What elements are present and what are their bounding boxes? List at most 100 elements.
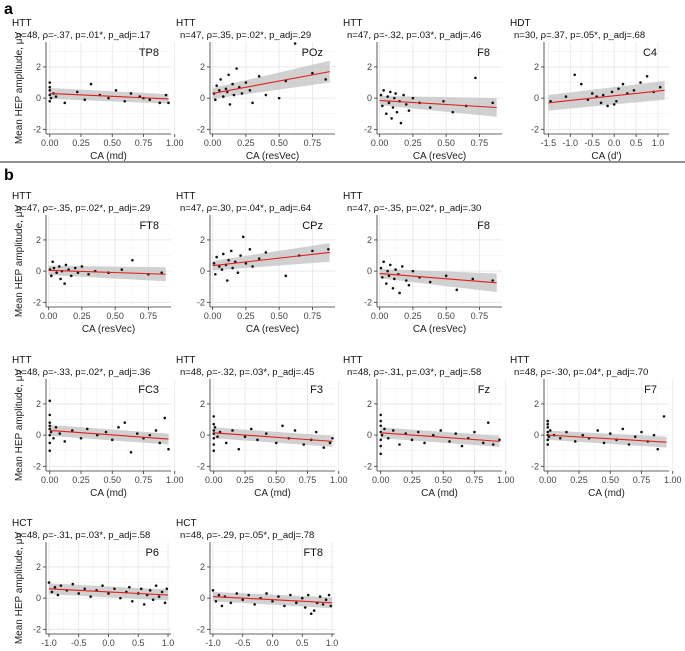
x-axis-label: CA (resVec) — [82, 324, 135, 335]
data-point — [251, 101, 254, 105]
x-tick-label: 0.0 — [608, 138, 621, 148]
regression-line — [212, 596, 333, 604]
data-point — [257, 257, 261, 260]
data-point — [590, 92, 594, 95]
data-point — [85, 427, 89, 431]
data-point — [244, 81, 248, 84]
y-axis-label: Mean HEP amplitude, μV — [14, 369, 25, 482]
data-point — [69, 274, 73, 278]
data-point — [249, 427, 253, 431]
channel-label: POz — [302, 47, 323, 59]
stats-label: n=47, ρ=.30, p=.04*, p_adj=.64 — [180, 203, 311, 214]
x-tick-label: -1.0 — [205, 638, 221, 648]
plot-area — [46, 215, 171, 307]
stats-label: n=48, ρ=-.29, p=.05*, p_adj=.78 — [180, 530, 314, 541]
data-point — [546, 438, 550, 442]
data-point — [402, 93, 405, 97]
y-tick-label: 0 — [200, 93, 205, 103]
x-tick-label: 1.00 — [497, 475, 515, 485]
data-point — [77, 592, 81, 595]
stats-label: n=30, ρ=.37, p=.05*, p_adj=.68 — [514, 30, 645, 41]
data-point — [101, 584, 104, 587]
x-tick-label: 0.00 — [372, 475, 390, 485]
x-tick-label: 0.5 — [630, 138, 643, 148]
data-point — [148, 433, 152, 437]
y-tick-label: 2 — [36, 235, 41, 245]
data-point — [264, 93, 268, 97]
data-point — [602, 441, 606, 445]
data-point — [645, 75, 649, 78]
test-label: HTT — [176, 191, 195, 202]
x-tick-label: 0.00 — [204, 311, 222, 321]
data-point — [59, 277, 62, 281]
data-point — [123, 99, 127, 103]
channel-label: FC3 — [138, 384, 159, 396]
data-point — [547, 435, 551, 438]
data-point — [157, 595, 161, 598]
y-tick-label: 2 — [534, 62, 539, 72]
data-point — [73, 266, 77, 270]
x-tick-label: 0.75 — [140, 311, 158, 321]
data-point — [50, 590, 54, 594]
data-point — [160, 271, 163, 274]
confidence-band — [212, 243, 330, 271]
data-point — [474, 76, 477, 80]
x-tick-label: 1.00 — [166, 475, 184, 485]
test-label: HDT — [510, 18, 531, 29]
x-tick-label: 0.75 — [471, 138, 489, 148]
data-point — [621, 427, 625, 431]
x-tick-label: 0.25 — [403, 475, 421, 485]
data-point — [80, 265, 84, 268]
data-point — [154, 429, 158, 432]
data-point — [293, 429, 297, 432]
y-axis-label: Mean HEP amplitude, μV — [14, 205, 25, 318]
data-point — [546, 443, 550, 446]
x-axis-label: CA (md) — [588, 488, 625, 499]
x-tick-label: 0.50 — [267, 475, 285, 485]
data-point — [491, 101, 494, 105]
data-point — [236, 271, 240, 274]
data-point — [398, 443, 401, 446]
test-label: HCT — [176, 518, 197, 529]
data-point — [471, 277, 475, 281]
data-point — [481, 441, 485, 445]
data-point — [498, 438, 501, 442]
confidence-band — [212, 60, 330, 99]
y-tick-label: 0 — [200, 266, 205, 276]
data-point — [295, 601, 298, 605]
data-point — [58, 432, 62, 435]
data-point — [615, 99, 618, 103]
y-tick-label: -2 — [33, 124, 41, 134]
data-point — [416, 430, 420, 434]
data-point — [59, 584, 63, 587]
data-point — [411, 96, 415, 100]
data-point — [48, 424, 52, 428]
data-point — [281, 424, 284, 428]
x-tick-label: 0.50 — [270, 311, 288, 321]
data-point — [128, 585, 131, 589]
data-point — [277, 595, 280, 598]
data-point — [107, 96, 110, 100]
data-point — [163, 601, 167, 605]
test-label: HTT — [12, 191, 31, 202]
data-point — [382, 260, 385, 264]
x-tick-label: 1.00 — [664, 475, 682, 485]
x-tick-label: 0.50 — [434, 475, 452, 485]
data-point — [391, 106, 395, 109]
stats-label: n=47, ρ=.35, p=.02*, p_adj=.29 — [180, 30, 311, 41]
data-point — [212, 415, 216, 418]
data-point — [89, 595, 92, 598]
data-point — [240, 92, 244, 95]
x-tick-label: -0.5 — [71, 638, 87, 648]
data-point — [404, 103, 408, 106]
x-tick-label: 0.0 — [266, 638, 279, 648]
data-point — [63, 440, 67, 443]
data-point — [214, 599, 218, 603]
stats-label: n=48, ρ=-.30, p=.04*, p_adj=.70 — [514, 367, 648, 378]
channel-label: F7 — [644, 384, 657, 396]
x-axis-label: CA (md) — [90, 488, 127, 499]
data-point — [546, 426, 550, 429]
